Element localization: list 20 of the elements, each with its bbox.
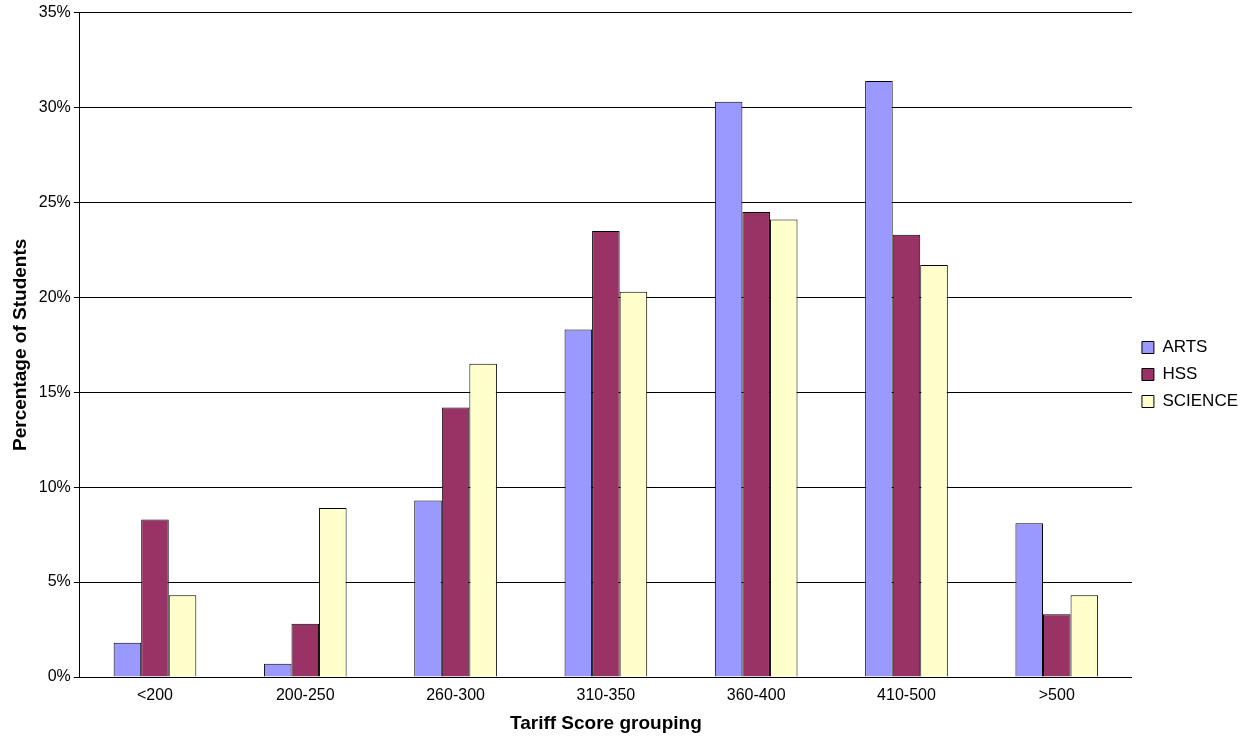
- y-tick-label: 30%: [38, 97, 71, 115]
- y-axis-title: Percentage of Students: [8, 238, 30, 451]
- x-tick-label: <200: [136, 686, 174, 704]
- legend-label: SCIENCE: [1162, 391, 1239, 411]
- y-tick-label: 20%: [38, 287, 71, 305]
- y-tick-label: 10%: [38, 477, 71, 495]
- y-tick-label: 15%: [38, 382, 71, 400]
- legend-label: HSS: [1162, 364, 1198, 384]
- x-tick-label: 360-400: [726, 686, 786, 704]
- x-tick-label: >500: [1038, 686, 1075, 704]
- x-axis-title: Tariff Score grouping: [509, 711, 702, 733]
- y-tick-label: 5%: [47, 572, 71, 590]
- x-tick-label: 260-300: [426, 686, 486, 704]
- legend-label: ARTS: [1162, 337, 1208, 357]
- y-tick-label: 35%: [38, 3, 71, 21]
- x-tick-label: 200-250: [275, 686, 335, 704]
- x-tick-label: 410-500: [877, 686, 936, 704]
- x-tick-label: 310-350: [576, 686, 636, 704]
- y-tick-label: 25%: [38, 192, 71, 210]
- y-tick-label: 0%: [47, 667, 71, 685]
